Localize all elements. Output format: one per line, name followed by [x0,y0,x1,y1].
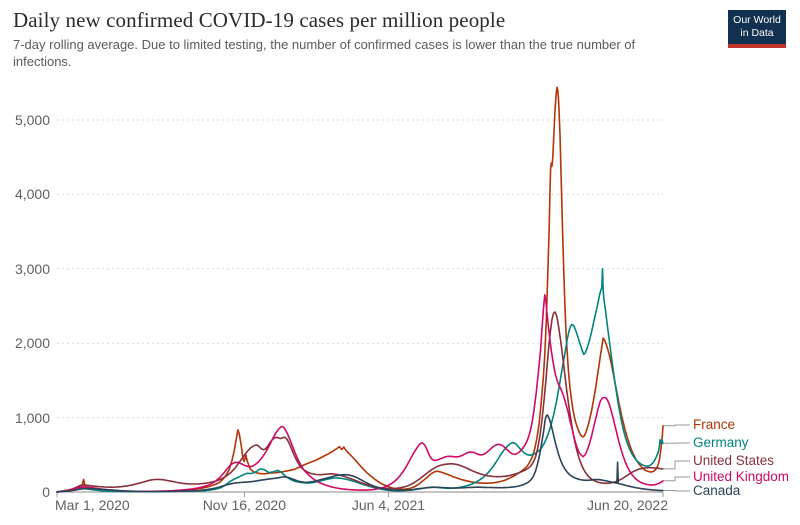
legend-connector [664,490,690,492]
x-tick-label: Mar 1, 2020 [55,497,130,513]
y-tick-label: 4,000 [14,186,50,203]
owid-logo-line2: in Data [740,27,774,40]
y-tick-label: 3,000 [14,260,50,277]
y-tick-label: 1,000 [14,409,50,426]
series-line-canada[interactable] [56,414,664,493]
chart-title: Daily new confirmed COVID-19 cases per m… [13,8,506,32]
y-tick-label: 0 [42,484,50,500]
series-line-germany[interactable] [56,267,664,493]
owid-logo[interactable]: Our World in Data [728,10,786,49]
x-tick-label: Jun 20, 2022 [587,497,668,513]
legend-connector [664,424,690,427]
chart-subtitle: 7-day rolling average. Due to limited te… [13,37,636,69]
legend-item-canada[interactable]: Canada [693,483,741,498]
legend-connector [664,460,690,470]
legend-connector [664,476,690,482]
y-tick-label: 2,000 [14,335,50,352]
x-tick-label: Nov 16, 2020 [202,497,286,513]
legend-item-united-states[interactable]: United States [693,453,775,468]
legend-item-germany[interactable]: Germany [693,435,749,450]
owid-logo-line1: Our World [733,14,781,26]
x-tick-label: Jun 4, 2021 [351,497,426,513]
series-line-united-kingdom[interactable] [56,293,664,493]
y-tick-label: 5,000 [14,112,50,128]
legend-item-united-kingdom[interactable]: United Kingdom [693,469,790,484]
legend-item-france[interactable]: France [693,417,736,432]
series-line-united-states[interactable] [56,311,664,493]
